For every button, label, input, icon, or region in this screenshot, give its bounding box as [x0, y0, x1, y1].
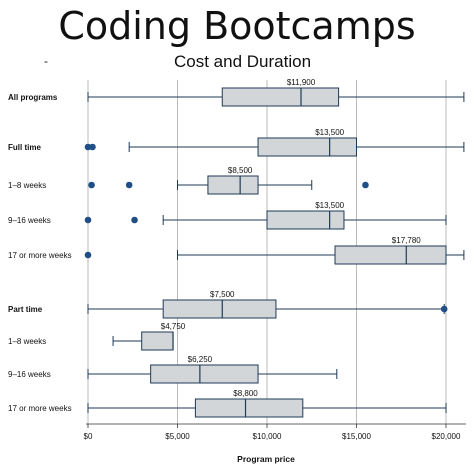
row-label: 1–8 weeks: [8, 337, 46, 346]
outlier-point: [84, 216, 92, 224]
x-tick-label: $10,000: [253, 432, 282, 441]
x-tick-label: $15,000: [342, 432, 371, 441]
median-label: $17,780: [392, 236, 421, 245]
iqr-box: [334, 245, 447, 265]
outlier-point: [84, 251, 92, 259]
row-label: Part time: [8, 305, 43, 314]
x-tick-label: $20,000: [432, 432, 461, 441]
row-label: Full time: [8, 143, 41, 152]
row-label: 9–16 weeks: [8, 370, 51, 379]
dash-mark: -: [44, 54, 48, 68]
row-label: 17 or more weeks: [8, 251, 72, 260]
outlier-point: [131, 216, 138, 224]
median-label: $11,900: [287, 78, 316, 87]
outlier-point: [362, 181, 369, 189]
outlier-point: [125, 181, 133, 189]
row-label: 9–16 weeks: [8, 216, 51, 225]
median-label: $7,500: [210, 290, 235, 299]
x-tick-label: $0: [84, 432, 93, 441]
median-label: $13,500: [315, 128, 344, 137]
iqr-box: [266, 210, 345, 230]
median-label: $8,500: [228, 166, 253, 175]
median-label: $6,250: [188, 355, 213, 364]
row-label: 17 or more weeks: [8, 404, 72, 413]
iqr-box: [257, 137, 357, 157]
chart-subtitle: Cost and Duration: [174, 52, 312, 71]
iqr-box: [194, 398, 304, 418]
iqr-box: [221, 87, 340, 107]
median-label: $13,500: [315, 201, 344, 210]
median-label: $8,800: [233, 389, 258, 398]
iqr-box: [162, 299, 277, 319]
chart-title: Coding Bootcamps: [58, 4, 416, 48]
outlier-point: [88, 181, 95, 189]
x-tick-label: $5,000: [165, 432, 190, 441]
iqr-box: [141, 331, 174, 351]
x-axis-label: Program price: [237, 454, 295, 464]
row-label: 1–8 weeks: [8, 181, 46, 190]
row-label: All programs: [8, 93, 58, 102]
outlier-point: [440, 305, 448, 313]
outlier-point: [89, 143, 96, 151]
iqr-box: [150, 364, 259, 384]
median-label: $4,750: [161, 322, 186, 331]
iqr-box: [207, 175, 259, 195]
